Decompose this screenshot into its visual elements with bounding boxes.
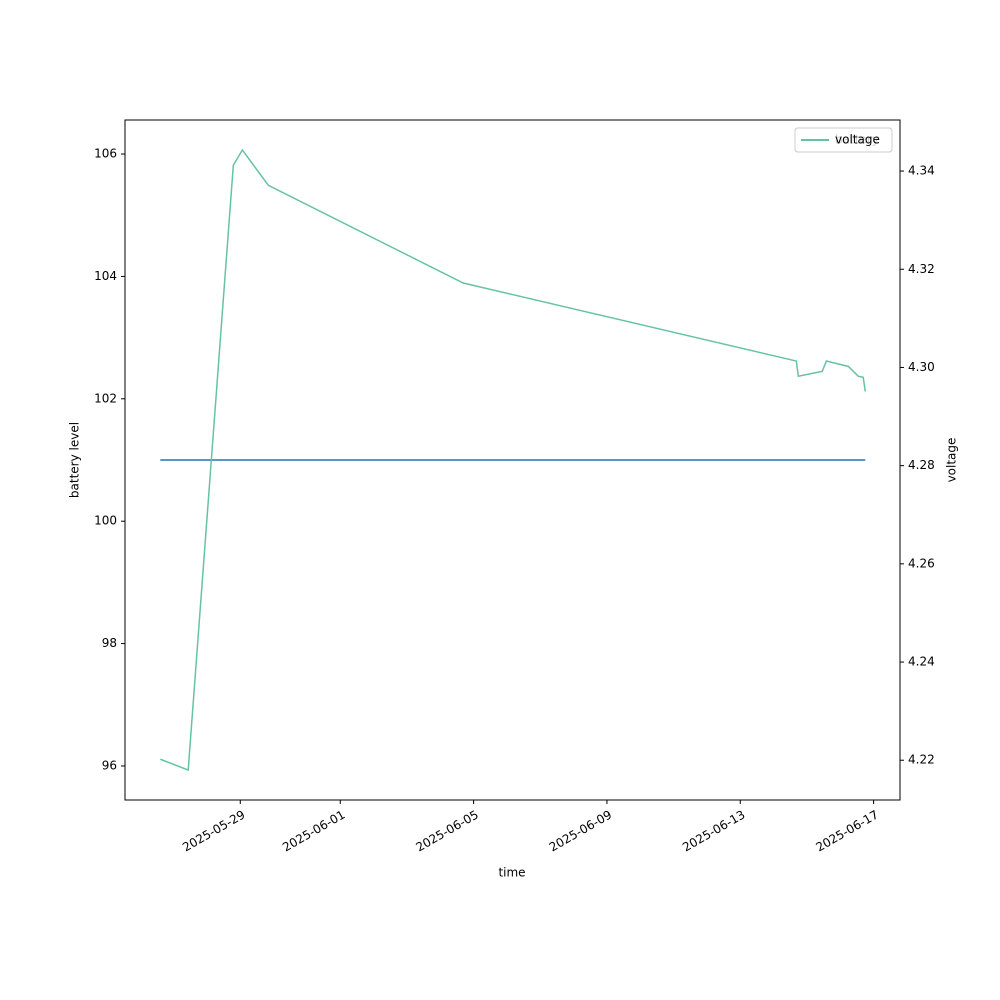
x-axis-label: time bbox=[498, 866, 525, 880]
series-line bbox=[160, 148, 867, 772]
y-tick-label: 102 bbox=[94, 391, 117, 405]
y-tick-label: 104 bbox=[94, 269, 117, 283]
y-axis-label: battery level bbox=[68, 422, 82, 498]
y2-tick-label: 4.24 bbox=[908, 655, 935, 669]
legend-box bbox=[794, 127, 893, 153]
plot-frame bbox=[124, 119, 901, 801]
y2-tick-label: 4.34 bbox=[908, 164, 935, 178]
y2-axis-label: voltage bbox=[945, 438, 959, 483]
y2-tick-label: 4.30 bbox=[908, 360, 935, 374]
y2-tick-label: 4.28 bbox=[908, 458, 935, 472]
y-tick-label: 98 bbox=[102, 636, 117, 650]
y2-tick-label: 4.26 bbox=[908, 556, 935, 570]
legend-label: voltage bbox=[835, 133, 880, 147]
y2-tick-label: 4.32 bbox=[908, 262, 935, 276]
y-tick-label: 100 bbox=[94, 514, 117, 528]
y-tick-label: 106 bbox=[94, 147, 117, 161]
y2-tick-label: 4.22 bbox=[908, 753, 935, 767]
y-tick-label: 96 bbox=[102, 758, 117, 772]
